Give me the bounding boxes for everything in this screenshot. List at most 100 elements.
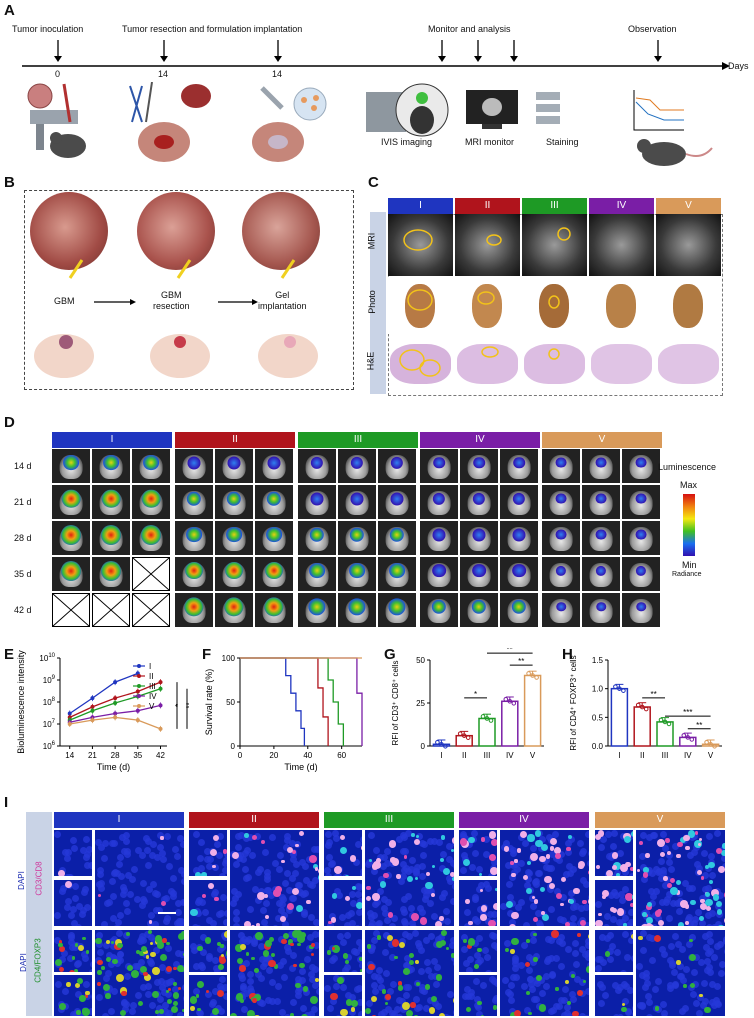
nucleus xyxy=(58,956,66,964)
nucleus xyxy=(64,904,72,912)
nucleus xyxy=(97,949,105,957)
nucleus xyxy=(716,892,724,900)
cd3-cd8-signal xyxy=(360,846,362,850)
nucleus xyxy=(289,855,297,863)
nucleus xyxy=(518,898,526,906)
cd4-foxp3-signal xyxy=(287,941,292,946)
cd3-cd8-signal xyxy=(568,834,573,839)
cd4-foxp3-signal xyxy=(166,998,173,1005)
nucleus xyxy=(262,954,270,962)
y-tick-label: 100 xyxy=(222,654,236,663)
nucleus xyxy=(610,916,618,924)
nucleus xyxy=(253,832,261,840)
nucleus xyxy=(607,932,615,940)
nucleus xyxy=(403,955,411,963)
luminescence-signal xyxy=(635,565,647,576)
nucleus xyxy=(257,974,265,982)
nucleus xyxy=(223,851,227,859)
data-dot xyxy=(639,704,645,710)
nucleus xyxy=(285,947,293,955)
cd4-foxp3-signal xyxy=(145,955,150,959)
cd4-foxp3-signal xyxy=(217,941,222,946)
luminescence-signal xyxy=(186,526,202,543)
row1-stain-label: DAPI xyxy=(17,871,26,890)
nucleus xyxy=(165,944,173,952)
nucleus xyxy=(438,933,446,941)
luminescence-signal xyxy=(266,526,282,543)
cd3-cd8-signal xyxy=(631,831,633,838)
nucleus xyxy=(452,959,454,967)
nucleus xyxy=(435,839,443,847)
nucleus xyxy=(68,933,76,941)
nucleus xyxy=(97,843,105,851)
nucleus xyxy=(621,886,629,894)
cd4-foxp3-signal xyxy=(408,952,414,958)
cd3-cd8-signal xyxy=(327,920,332,925)
cd4-foxp3-main-image xyxy=(230,930,319,1016)
nucleus xyxy=(525,870,533,878)
nucleus xyxy=(485,884,493,892)
nucleus xyxy=(290,951,298,959)
luminescence-signal xyxy=(227,456,241,470)
cd3-cd8-signal xyxy=(344,896,350,902)
cd3-cd8-signal xyxy=(721,849,725,856)
cd4-foxp3-signal xyxy=(82,1007,88,1013)
nucleus xyxy=(167,887,175,895)
nucleus xyxy=(174,949,182,957)
nucleus xyxy=(147,933,155,941)
nucleus xyxy=(153,854,161,862)
nucleus xyxy=(235,891,243,899)
nucleus xyxy=(105,970,113,978)
nucleus xyxy=(110,892,118,900)
nucleus xyxy=(676,907,684,915)
nucleus xyxy=(71,883,79,891)
nucleus xyxy=(518,860,526,868)
cd4-foxp3-signal xyxy=(299,962,305,969)
cd4-foxp3-signal xyxy=(309,996,318,1005)
luminescence-signal xyxy=(225,561,243,580)
nucleus xyxy=(514,904,522,912)
cd4-foxp3-signal xyxy=(165,989,170,994)
cd4-foxp3-signal xyxy=(358,956,362,962)
nucleus xyxy=(440,850,448,858)
nucleus xyxy=(83,835,91,843)
nucleus xyxy=(298,977,306,985)
luminescence-signal xyxy=(555,493,567,505)
cd4-foxp3-signal xyxy=(621,1002,626,1007)
cd3-cd8-signal xyxy=(705,865,710,870)
gbm-photo xyxy=(30,192,108,270)
cd3-cd8-signal xyxy=(645,917,653,925)
nucleus xyxy=(349,1008,357,1016)
nucleus xyxy=(200,934,208,942)
cd4-foxp3-signal xyxy=(368,963,376,971)
cd3-cd8-signal xyxy=(214,896,220,902)
nucleus xyxy=(286,906,294,914)
bli-mouse-image xyxy=(338,449,376,483)
nucleus xyxy=(463,909,471,917)
cd4-foxp3-signal xyxy=(220,954,224,958)
nucleus xyxy=(336,892,344,900)
nucleus xyxy=(690,990,698,998)
x-tick-label: 21 xyxy=(88,751,97,760)
nucleus xyxy=(286,887,294,895)
luminescence-signal xyxy=(61,489,81,508)
cd3-cd8-signal xyxy=(415,877,419,881)
cd4-foxp3-signal xyxy=(295,930,303,937)
cd3-cd8-signal xyxy=(280,915,287,922)
nucleus xyxy=(653,865,661,873)
nucleus xyxy=(295,991,303,999)
nucleus xyxy=(384,1006,392,1014)
cd4-foxp3-signal xyxy=(271,952,276,957)
nucleus xyxy=(676,898,684,906)
nucleus xyxy=(196,1010,204,1016)
c-group-header-v: V xyxy=(656,198,721,214)
cd3-cd8-signal xyxy=(548,882,556,890)
nucleus xyxy=(650,924,658,926)
nucleus xyxy=(508,918,516,926)
nucleus xyxy=(409,856,417,864)
bli-mouse-image xyxy=(255,521,293,555)
cd4-foxp3-signal xyxy=(401,1002,410,1011)
nucleus xyxy=(529,937,537,945)
cd4-foxp3-signal xyxy=(251,956,255,961)
nucleus xyxy=(708,910,716,918)
